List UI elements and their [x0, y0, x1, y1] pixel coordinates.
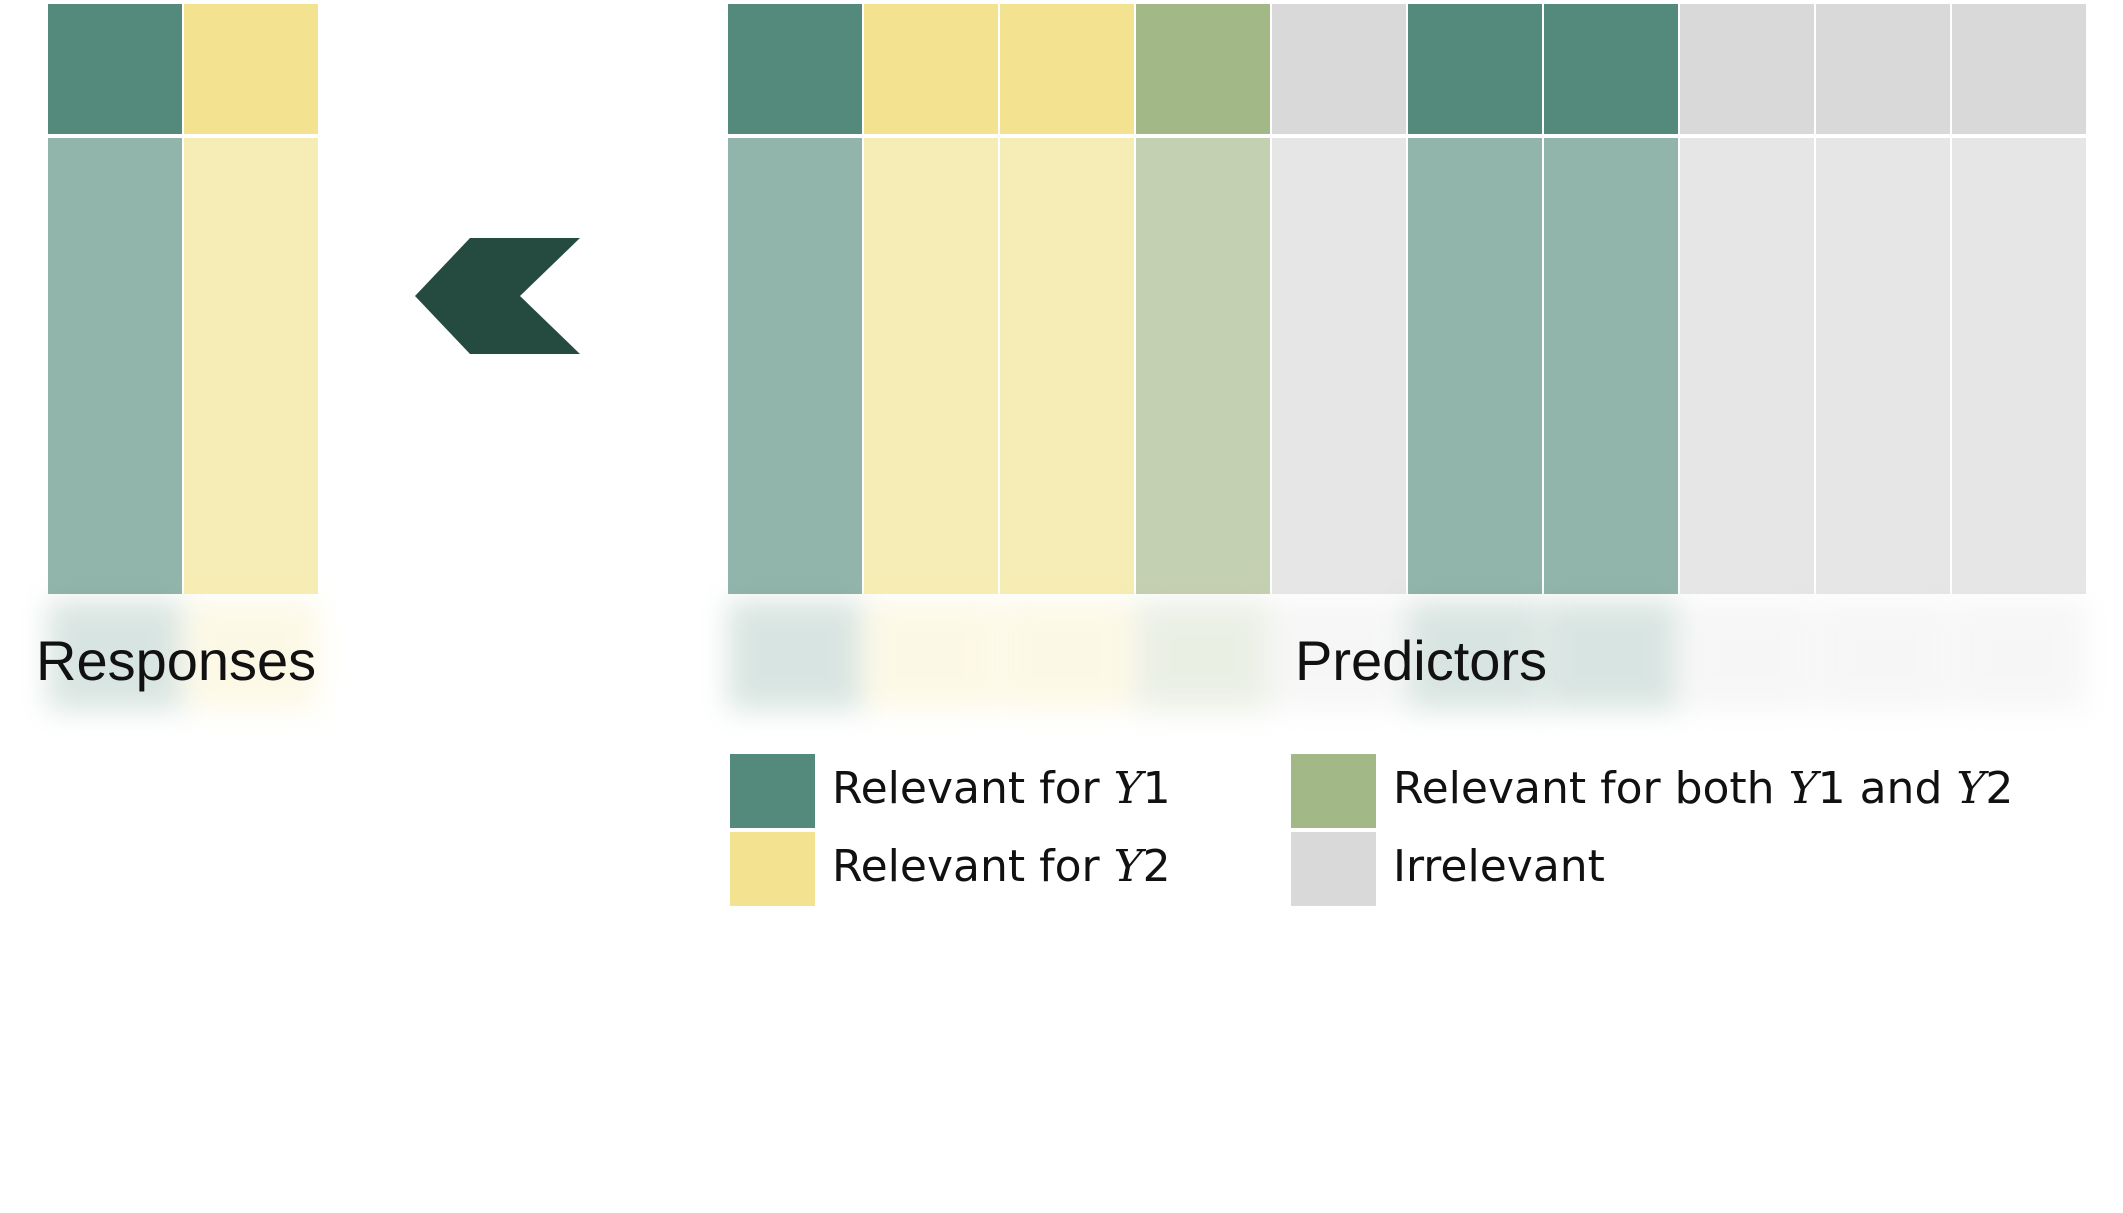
predictor-column-body: [1544, 138, 1678, 594]
predictors-label: Predictors: [1295, 629, 1548, 692]
predictor-column-header: [1272, 4, 1406, 134]
response-column-body: [184, 138, 318, 594]
predictor-column-reflection: [1000, 600, 1134, 710]
predictor-column-reflection: [1136, 600, 1270, 710]
predictor-column-header: [864, 4, 998, 134]
legend-variable: Y: [1113, 763, 1143, 814]
response-column-reflection: [184, 600, 318, 710]
legend-variable-index: 1: [1817, 763, 1846, 814]
legend-text: and: [1845, 763, 1957, 814]
predictor-column-body: [1816, 138, 1950, 594]
legend-variable: Y: [1113, 841, 1143, 892]
legend-variable: Y: [1788, 763, 1818, 814]
predictor-column-header: [1680, 4, 1814, 134]
response-column-header: [48, 4, 182, 134]
predictor-column-body: [1680, 138, 1814, 594]
chevron-left-icon: [415, 238, 580, 354]
response-column-header: [184, 4, 318, 134]
predictor-column-reflection: [1816, 600, 1950, 710]
legend-text: Relevant for: [832, 763, 1114, 814]
predictor-column: [1000, 4, 1134, 714]
predictor-column-reflection: [1952, 600, 2086, 710]
predictor-column-header: [728, 4, 862, 134]
predictor-column: [1272, 4, 1406, 714]
legend-label-y2: Relevant for Y2: [832, 841, 1171, 892]
legend-swatch-irrelevant: [1291, 832, 1376, 906]
predictor-column: [1136, 4, 1270, 714]
predictor-column: [728, 4, 862, 714]
predictor-column-header: [1000, 4, 1134, 134]
predictor-column-header: [1408, 4, 1542, 134]
legend-text: Irrelevant: [1393, 841, 1605, 892]
predictor-column-reflection: [728, 600, 862, 710]
predictor-column-reflection: [1544, 600, 1678, 710]
response-column: [184, 4, 318, 714]
response-column-reflection: [48, 600, 182, 710]
legend-text: Relevant for both: [1393, 763, 1789, 814]
predictor-column-header: [1952, 4, 2086, 134]
predictor-column-reflection: [864, 600, 998, 710]
legend-swatch-y1: [730, 754, 815, 828]
legend-variable-index: 2: [1142, 841, 1171, 892]
response-column: [48, 4, 182, 714]
predictor-column-body: [1000, 138, 1134, 594]
legend-label-y1: Relevant for Y1: [832, 763, 1171, 814]
predictor-column: [1408, 4, 1542, 714]
legend-text: Relevant for: [832, 841, 1114, 892]
responses-label: Responses: [36, 629, 317, 692]
predictor-column-body: [1952, 138, 2086, 594]
legend-label-both: Relevant for both Y1 and Y2: [1393, 763, 2013, 814]
predictor-column-body: [1136, 138, 1270, 594]
legend-variable-index: 1: [1142, 763, 1171, 814]
predictor-column: [1680, 4, 1814, 714]
predictor-column-body: [1272, 138, 1406, 594]
predictor-column-header: [1816, 4, 1950, 134]
predictor-column-reflection: [1408, 600, 1542, 710]
legend-swatch-y2: [730, 832, 815, 906]
legend-variable-index: 2: [1985, 763, 2014, 814]
arrow-shape: [415, 238, 580, 354]
predictor-column-reflection: [1680, 600, 1814, 710]
predictor-column: [1544, 4, 1678, 714]
predictor-column-body: [1408, 138, 1542, 594]
predictor-column-body: [864, 138, 998, 594]
predictor-column: [864, 4, 998, 714]
response-column-body: [48, 138, 182, 594]
predictor-column: [1952, 4, 2086, 714]
predictor-column-body: [728, 138, 862, 594]
predictor-column-header: [1136, 4, 1270, 134]
predictor-column: [1816, 4, 1950, 714]
predictor-column-reflection: [1272, 600, 1406, 710]
legend-variable: Y: [1956, 763, 1986, 814]
legend-label-irrelevant: Irrelevant: [1393, 841, 1605, 892]
predictor-column-header: [1544, 4, 1678, 134]
legend-swatch-both: [1291, 754, 1376, 828]
